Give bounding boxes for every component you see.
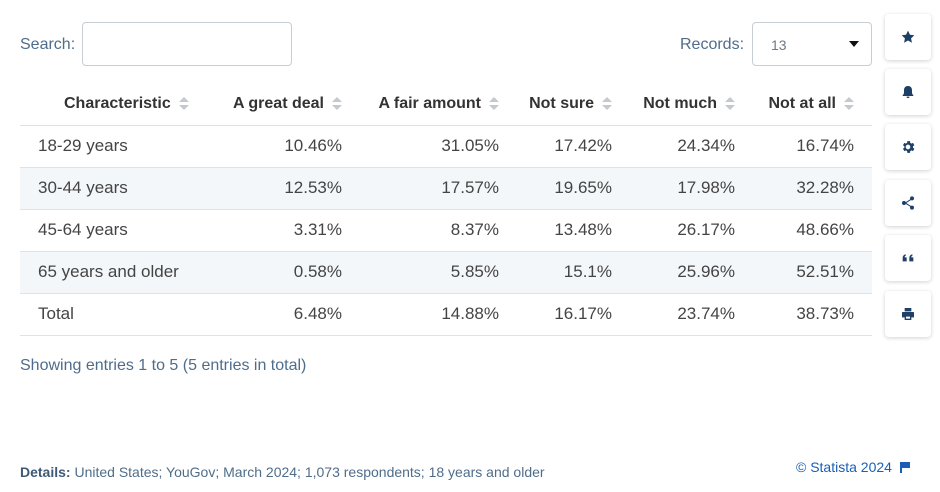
column-header-great-deal[interactable]: A great deal: [220, 83, 360, 126]
share-icon: [902, 196, 914, 210]
sort-icon: [178, 96, 189, 111]
records-select[interactable]: 13: [752, 22, 872, 66]
sort-icon: [844, 96, 854, 111]
table-row: 45-64 years 3.31% 8.37% 13.48% 26.17% 48…: [20, 209, 872, 252]
flag-icon: [899, 462, 910, 473]
copyright-text: © Statista 2024: [796, 459, 892, 475]
table-cell: 17.98%: [630, 167, 753, 210]
notification-button[interactable]: [885, 69, 931, 115]
table-cell: 31.05%: [360, 125, 517, 168]
table-cell: 14.88%: [360, 293, 517, 336]
table-cell: 10.46%: [220, 125, 360, 168]
table-row: Total 6.48% 14.88% 16.17% 23.74% 38.73%: [20, 293, 872, 336]
search-label: Search:: [20, 36, 76, 53]
column-header-not-sure[interactable]: Not sure: [517, 83, 630, 126]
table-cell: 25.96%: [630, 251, 753, 294]
details-label: Details:: [20, 464, 71, 480]
table-row: 30-44 years 12.53% 17.57% 19.65% 17.98% …: [20, 167, 872, 210]
table-header-row: Characteristic A great deal A fair amoun…: [20, 83, 872, 126]
table-cell: 24.34%: [630, 125, 753, 168]
table-cell: 48.66%: [753, 209, 872, 252]
favorite-button[interactable]: [885, 14, 931, 60]
search-input[interactable]: [82, 22, 292, 66]
table-cell: Total: [20, 293, 220, 336]
table-cell: 45-64 years: [20, 209, 220, 252]
table-cell: 52.51%: [753, 251, 872, 294]
data-table: Characteristic A great deal A fair amoun…: [20, 83, 872, 336]
table-cell: 3.31%: [220, 209, 360, 252]
table-cell: 5.85%: [360, 251, 517, 294]
table-cell: 30-44 years: [20, 167, 220, 210]
table-cell: 26.17%: [630, 209, 753, 252]
table-cell: 0.58%: [220, 251, 360, 294]
table-cell: 32.28%: [753, 167, 872, 210]
table-cell: 23.74%: [630, 293, 753, 336]
table-cell: 13.48%: [517, 209, 630, 252]
gear-icon: [903, 141, 915, 153]
sort-icon: [489, 96, 499, 111]
column-header-not-much[interactable]: Not much: [630, 83, 753, 126]
table-cell: 16.17%: [517, 293, 630, 336]
table-cell: 65 years and older: [20, 251, 220, 294]
table-cell: 8.37%: [360, 209, 517, 252]
bell-icon: [902, 86, 914, 99]
table-cell: 17.57%: [360, 167, 517, 210]
quote-icon: [902, 254, 914, 262]
table-cell: 16.74%: [753, 125, 872, 168]
column-header-characteristic[interactable]: Characteristic: [20, 83, 220, 126]
sort-icon: [602, 96, 612, 111]
table-cell: 6.48%: [220, 293, 360, 336]
star-icon: [901, 30, 915, 43]
table-cell: 12.53%: [220, 167, 360, 210]
print-icon: [902, 308, 914, 320]
column-header-fair-amount[interactable]: A fair amount: [360, 83, 517, 126]
entries-info: Showing entries 1 to 5 (5 entries in tot…: [20, 357, 307, 374]
settings-button[interactable]: [885, 124, 931, 170]
table-cell: 38.73%: [753, 293, 872, 336]
caret-down-icon: [849, 41, 859, 47]
details-footer: Details: United States; YouGov; March 20…: [20, 464, 545, 480]
records-value: 13: [771, 37, 787, 53]
details-text: United States; YouGov; March 2024; 1,073…: [74, 464, 545, 480]
table-cell: 18-29 years: [20, 125, 220, 168]
sort-icon: [332, 96, 342, 111]
records-label: Records:: [680, 36, 745, 53]
table-cell: 15.1%: [517, 251, 630, 294]
copyright-link[interactable]: © Statista 2024: [796, 459, 910, 475]
column-header-not-at-all[interactable]: Not at all: [753, 83, 872, 126]
table-row: 65 years and older 0.58% 5.85% 15.1% 25.…: [20, 251, 872, 294]
table-cell: 17.42%: [517, 125, 630, 168]
cite-button[interactable]: [885, 235, 931, 281]
share-button[interactable]: [885, 180, 931, 226]
print-button[interactable]: [885, 291, 931, 337]
sort-icon: [725, 96, 735, 111]
table-cell: 19.65%: [517, 167, 630, 210]
table-row: 18-29 years 10.46% 31.05% 17.42% 24.34% …: [20, 125, 872, 168]
